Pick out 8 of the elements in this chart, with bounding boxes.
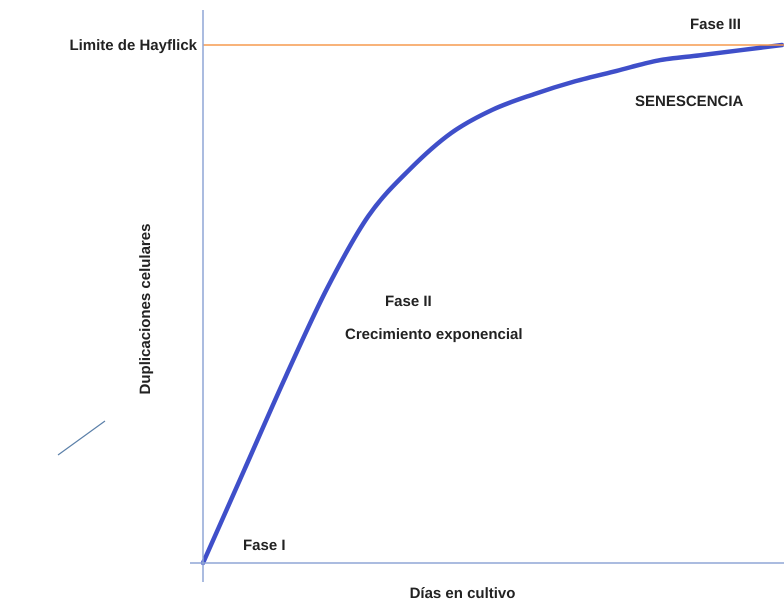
ref-line-label: Limite de Hayflick [69, 37, 198, 54]
text: Fase III [690, 16, 741, 33]
annotation: Crecimiento exponencial [345, 326, 523, 343]
annotation: SENESCENCIA [635, 93, 744, 110]
y-axis-title: Duplicaciones celulares [137, 224, 154, 394]
x-axis-title: Días en cultivo [410, 585, 516, 602]
annotation: Fase II [385, 293, 432, 310]
annotation: Fase I [243, 537, 286, 554]
